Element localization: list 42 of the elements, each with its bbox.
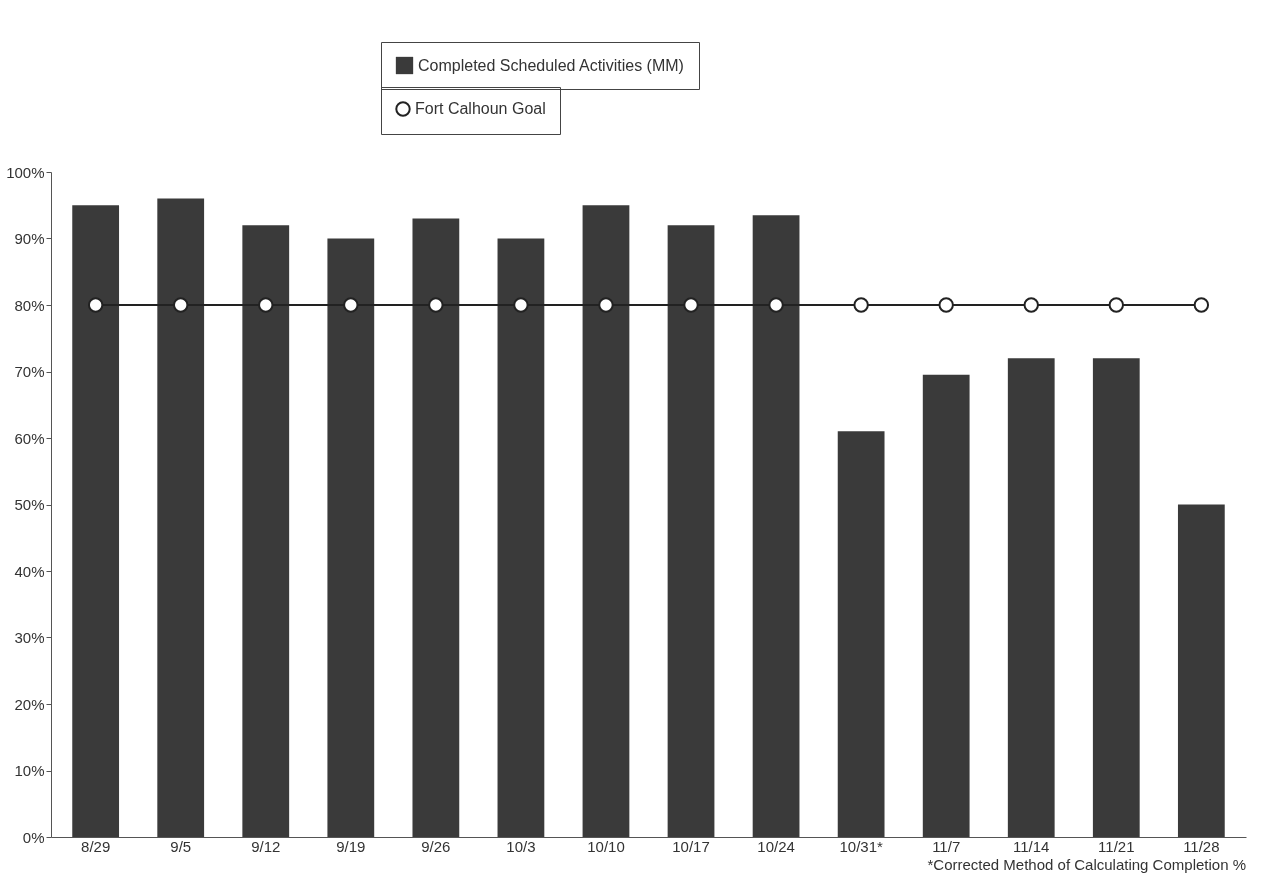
bar xyxy=(752,215,800,837)
y-tick-label: 10% xyxy=(14,762,45,779)
bar xyxy=(157,198,205,837)
x-tick-label: 11/21 xyxy=(1098,837,1135,855)
x-tick-label: 8/29 xyxy=(81,837,111,855)
bar xyxy=(667,225,715,837)
bar xyxy=(837,431,885,837)
y-tick-label: 100% xyxy=(6,163,45,181)
bar xyxy=(922,374,970,837)
y-tick-label: 80% xyxy=(14,296,45,314)
x-tick-label: 9/19 xyxy=(336,837,366,855)
y-tick-label: 60% xyxy=(14,429,45,447)
legend-label: Fort Calhoun Goal xyxy=(415,100,546,117)
x-tick-label: 9/26 xyxy=(421,837,451,855)
x-tick-label: 11/28 xyxy=(1183,837,1220,855)
x-tick-label: 10/10 xyxy=(587,837,625,855)
y-tick-label: 40% xyxy=(14,562,45,580)
y-tick-label: 20% xyxy=(14,695,45,713)
x-tick-label: 10/24 xyxy=(757,837,795,855)
text: *Corrected Method of Calculating Completion % xyxy=(927,856,1246,873)
y-tick-label: 70% xyxy=(14,363,45,380)
y-tick-label: 30% xyxy=(14,629,45,646)
bar xyxy=(242,225,290,837)
x-tick-label: 11/14 xyxy=(1013,837,1050,855)
bar xyxy=(1007,358,1055,837)
y-tick-label: 0% xyxy=(22,828,45,846)
bar xyxy=(327,238,375,837)
bar xyxy=(1092,358,1140,837)
bar xyxy=(582,205,630,837)
y-tick-label: 50% xyxy=(14,496,45,513)
legend-label: Completed Scheduled Activities (MM) xyxy=(418,56,684,74)
x-tick-label: 11/7 xyxy=(932,837,961,855)
x-tick-label: 10/3 xyxy=(506,837,536,855)
bar xyxy=(1177,504,1225,837)
y-tick-label: 90% xyxy=(14,230,45,247)
x-tick-label: 10/31* xyxy=(839,837,883,855)
bar xyxy=(72,205,120,837)
bar xyxy=(412,218,460,837)
bar xyxy=(497,238,545,837)
x-tick-label: 9/12 xyxy=(251,837,281,855)
x-tick-label: 9/5 xyxy=(170,837,192,855)
x-tick-label: 10/17 xyxy=(672,837,710,855)
